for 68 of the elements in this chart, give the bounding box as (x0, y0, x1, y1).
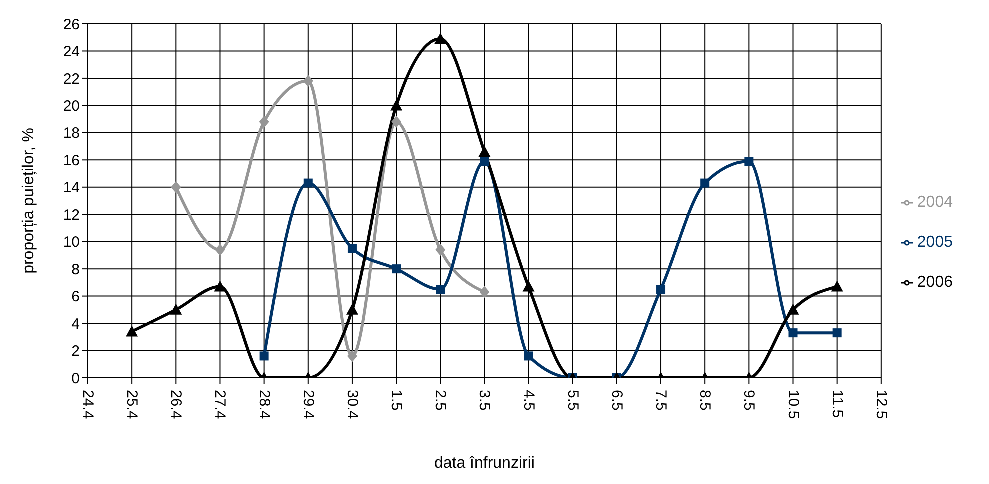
y-tick-label: 16 (63, 152, 80, 170)
point (170, 304, 182, 315)
point (303, 75, 314, 88)
x-tick-label: 26.4 (168, 390, 185, 420)
x-tick-label: 30.4 (344, 390, 361, 420)
y-tick-label: 26 (63, 16, 80, 34)
point (348, 244, 357, 254)
point (392, 264, 402, 274)
x-tick-label: 25.4 (124, 390, 141, 420)
y-tick-label: 10 (63, 234, 80, 252)
point (390, 100, 403, 111)
y-tick-label: 2 (72, 343, 80, 360)
x-axis-title: data înfrunzirii (434, 455, 535, 472)
point (787, 304, 800, 315)
y-tick-label: 8 (72, 261, 80, 278)
y-tick-label: 18 (63, 125, 80, 142)
x-tick-label: 7.5 (652, 390, 670, 411)
point (480, 286, 490, 298)
point (522, 280, 535, 292)
point (392, 116, 402, 128)
point (436, 244, 446, 256)
x-tick-label: 2.5 (432, 390, 450, 411)
y-tick-label: 24 (63, 44, 80, 61)
x-tick-label: 11.5 (828, 390, 846, 418)
y-tick-label: 20 (63, 98, 80, 116)
x-tick-label: 28.4 (256, 390, 273, 420)
point (215, 244, 226, 256)
x-tick-label: 10.5 (784, 390, 802, 420)
point (171, 181, 182, 194)
y-tick-label: 0 (72, 370, 80, 388)
point (478, 146, 491, 157)
point (831, 280, 844, 292)
point (346, 304, 358, 315)
point (347, 350, 358, 362)
legend-label: 2006 (917, 274, 953, 291)
x-tick-label: 24.4 (80, 390, 96, 420)
point (700, 178, 710, 188)
x-tick-label: 6.5 (608, 390, 626, 411)
point (744, 157, 754, 166)
y-tick-label: 22 (63, 70, 80, 88)
x-tick-label: 3.5 (476, 390, 494, 411)
point (436, 285, 446, 294)
point (304, 178, 313, 188)
y-tick-label: 12 (63, 206, 80, 224)
x-tick-label: 5.5 (564, 390, 582, 411)
point (480, 157, 490, 166)
point (259, 116, 270, 128)
x-tick-label: 27.4 (212, 390, 229, 420)
legend-label: 2004 (917, 194, 953, 211)
legend-label: 2005 (917, 234, 953, 251)
point (524, 352, 534, 361)
point (832, 328, 842, 338)
x-tick-label: 1.5 (388, 390, 406, 411)
y-axis-title: proporția puieților, % (20, 128, 38, 274)
x-tick-label: 12.5 (872, 390, 890, 420)
point (260, 352, 269, 361)
point (434, 32, 447, 44)
x-tick-label: 8.5 (696, 390, 714, 411)
x-tick-label: 9.5 (740, 390, 758, 411)
y-tick-label: 6 (72, 288, 80, 306)
x-tick-label: 29.4 (300, 390, 317, 420)
x-tick-label: 4.5 (520, 390, 538, 411)
y-tick-label: 14 (63, 180, 80, 197)
y-tick-label: 4 (72, 316, 80, 333)
point (214, 280, 226, 292)
point (788, 328, 798, 338)
point (656, 285, 666, 294)
point (126, 326, 138, 337)
